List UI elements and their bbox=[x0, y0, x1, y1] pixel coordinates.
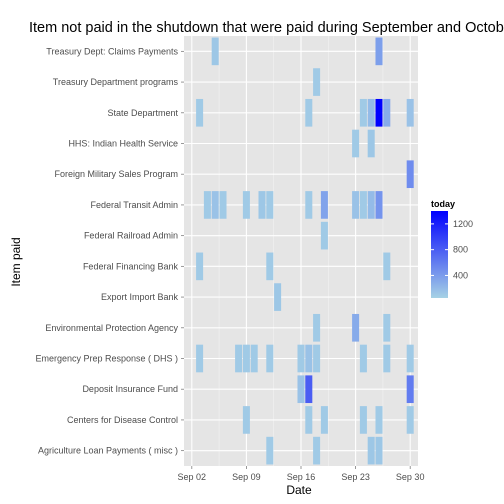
heatmap-cell bbox=[352, 313, 360, 342]
heatmap-cell bbox=[320, 191, 328, 219]
heatmap-cell bbox=[313, 68, 321, 96]
heatmap-cell bbox=[383, 344, 391, 373]
heatmap-cell bbox=[242, 191, 250, 219]
heatmap-cell bbox=[359, 344, 367, 373]
color-legend: today 400 800 1200 bbox=[431, 199, 473, 298]
x-axis-title: Date bbox=[286, 483, 312, 497]
heatmap-cell bbox=[383, 252, 391, 281]
y-tick-label: Emergency Prep Response ( DHS ) bbox=[35, 354, 178, 364]
heatmap-cell bbox=[367, 191, 375, 219]
heatmap-cell bbox=[320, 221, 328, 250]
heatmap-cell bbox=[196, 252, 204, 281]
heatmap-cell bbox=[297, 344, 305, 373]
heatmap-cell bbox=[367, 436, 375, 465]
heatmap-cell bbox=[266, 252, 274, 281]
heatmap-cell bbox=[375, 37, 383, 66]
heatmap-cell bbox=[266, 436, 274, 465]
heatmap-cell bbox=[235, 344, 243, 373]
y-tick-label: Export Import Bank bbox=[101, 292, 179, 302]
heatmap-cell bbox=[211, 191, 219, 219]
heatmap-cell bbox=[406, 406, 414, 434]
y-tick-label: Federal Financing Bank bbox=[83, 261, 179, 271]
y-axis-ticks: Agriculture Loan Payments ( misc ) Center… bbox=[35, 46, 184, 456]
heatmap-cell bbox=[313, 313, 321, 342]
x-axis-ticks: Sep 02 Sep 09 Sep 16 Sep 23 Sep 30 bbox=[178, 466, 425, 482]
y-tick-label: State Department bbox=[107, 108, 178, 118]
heatmap-cell bbox=[297, 375, 305, 404]
heatmap-cell bbox=[242, 344, 250, 373]
x-tick-label: Sep 02 bbox=[178, 472, 207, 482]
heatmap-cell bbox=[406, 344, 414, 373]
y-tick-label: Treasury Department programs bbox=[53, 77, 179, 87]
heatmap-cell bbox=[375, 436, 383, 465]
y-tick-label: Environmental Protection Agency bbox=[45, 323, 178, 333]
heatmap-cell bbox=[305, 375, 313, 404]
heatmap-cell bbox=[320, 406, 328, 434]
heatmap-cell bbox=[203, 191, 211, 219]
y-tick-label: Foreign Military Sales Program bbox=[54, 169, 178, 179]
y-tick-label: Federal Railroad Admin bbox=[84, 231, 178, 241]
heatmap-cell bbox=[406, 160, 414, 189]
heatmap-cell bbox=[383, 313, 391, 342]
legend-colorbar bbox=[431, 211, 448, 298]
legend-tick-label: 800 bbox=[453, 245, 468, 255]
x-tick-label: Sep 23 bbox=[341, 472, 370, 482]
heatmap-cell bbox=[250, 344, 258, 373]
heatmap-cell bbox=[406, 375, 414, 404]
x-tick-label: Sep 09 bbox=[232, 472, 261, 482]
heatmap-cell bbox=[219, 191, 227, 219]
heatmap-cell bbox=[383, 98, 391, 127]
heatmap-cell bbox=[211, 37, 219, 66]
heatmap-cell bbox=[367, 129, 375, 158]
heatmap-cell bbox=[352, 129, 360, 158]
heatmap-cell bbox=[313, 344, 321, 373]
heatmap-cell bbox=[305, 344, 313, 373]
heatmap-cell bbox=[242, 406, 250, 434]
heatmap-cell bbox=[305, 406, 313, 434]
heatmap-cell bbox=[352, 191, 360, 219]
legend-tick-label: 1200 bbox=[453, 219, 473, 229]
heatmap-cell bbox=[305, 98, 313, 127]
heatmap-cell bbox=[196, 344, 204, 373]
y-tick-label: Agriculture Loan Payments ( misc ) bbox=[38, 446, 178, 456]
legend-title: today bbox=[431, 199, 455, 209]
heatmap-cell bbox=[266, 191, 274, 219]
heatmap-cell bbox=[406, 98, 414, 127]
heatmap-cell bbox=[266, 344, 274, 373]
x-tick-label: Sep 30 bbox=[396, 472, 425, 482]
y-tick-label: Deposit Insurance Fund bbox=[82, 384, 178, 394]
heatmap-cell bbox=[375, 191, 383, 219]
heatmap-cell bbox=[196, 98, 204, 127]
heatmap-cell bbox=[367, 98, 375, 127]
heatmap-cell bbox=[359, 406, 367, 434]
y-tick-label: HHS: Indian Health Service bbox=[68, 139, 178, 149]
heatmap-cell bbox=[375, 98, 383, 127]
y-tick-label: Centers for Disease Control bbox=[67, 415, 178, 425]
heatmap-cell bbox=[305, 191, 313, 219]
x-tick-label: Sep 16 bbox=[287, 472, 316, 482]
legend-tick-label: 400 bbox=[453, 270, 468, 280]
heatmap-cell bbox=[359, 191, 367, 219]
y-tick-label: Federal Transit Admin bbox=[90, 200, 178, 210]
heatmap-cell bbox=[274, 283, 282, 311]
heatmap-cell bbox=[258, 191, 266, 219]
y-axis-title: Item paid bbox=[9, 237, 23, 286]
heatmap-cell bbox=[313, 436, 321, 465]
heatmap-cells bbox=[196, 37, 414, 465]
heatmap-cell bbox=[359, 98, 367, 127]
heatmap-cell bbox=[375, 406, 383, 434]
chart-title: Item not paid in the shutdown that were … bbox=[29, 20, 504, 36]
y-tick-label: Treasury Dept: Claims Payments bbox=[46, 46, 178, 56]
